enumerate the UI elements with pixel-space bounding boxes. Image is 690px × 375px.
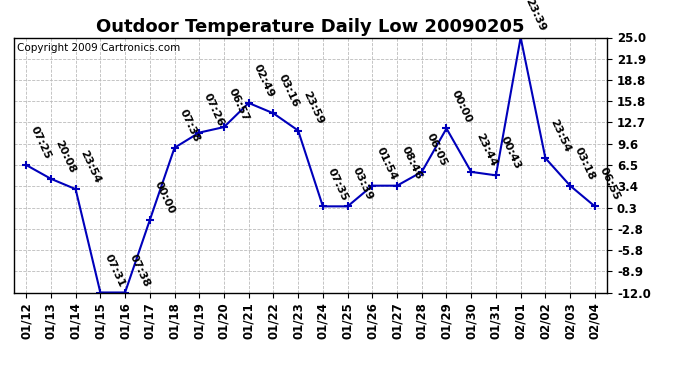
Text: 23:44: 23:44 [474,131,498,168]
Text: 01:54: 01:54 [375,145,399,182]
Text: 23:54: 23:54 [548,118,572,154]
Text: 23:59: 23:59 [301,90,325,126]
Text: 07:38: 07:38 [128,252,152,288]
Text: 06:55: 06:55 [598,166,622,202]
Text: 20:08: 20:08 [54,138,78,175]
Text: 23:54: 23:54 [79,148,102,185]
Text: 02:49: 02:49 [251,62,275,99]
Text: 07:25: 07:25 [29,124,53,161]
Text: 00:00: 00:00 [152,180,177,216]
Text: 07:38: 07:38 [177,107,201,144]
Title: Outdoor Temperature Daily Low 20090205: Outdoor Temperature Daily Low 20090205 [96,18,525,36]
Text: 07:26: 07:26 [202,92,226,129]
Text: 03:16: 03:16 [276,73,300,109]
Text: 07:35: 07:35 [326,166,350,202]
Text: Copyright 2009 Cartronics.com: Copyright 2009 Cartronics.com [17,43,180,52]
Text: 06:05: 06:05 [424,132,448,168]
Text: 00:43: 00:43 [499,135,523,171]
Text: 08:46: 08:46 [400,145,424,182]
Text: 07:31: 07:31 [103,252,127,288]
Text: 00:00: 00:00 [449,88,473,124]
Text: 03:39: 03:39 [351,166,375,202]
Text: 23:39: 23:39 [524,0,547,33]
Text: 03:18: 03:18 [573,146,597,182]
Text: 06:57: 06:57 [227,87,250,123]
